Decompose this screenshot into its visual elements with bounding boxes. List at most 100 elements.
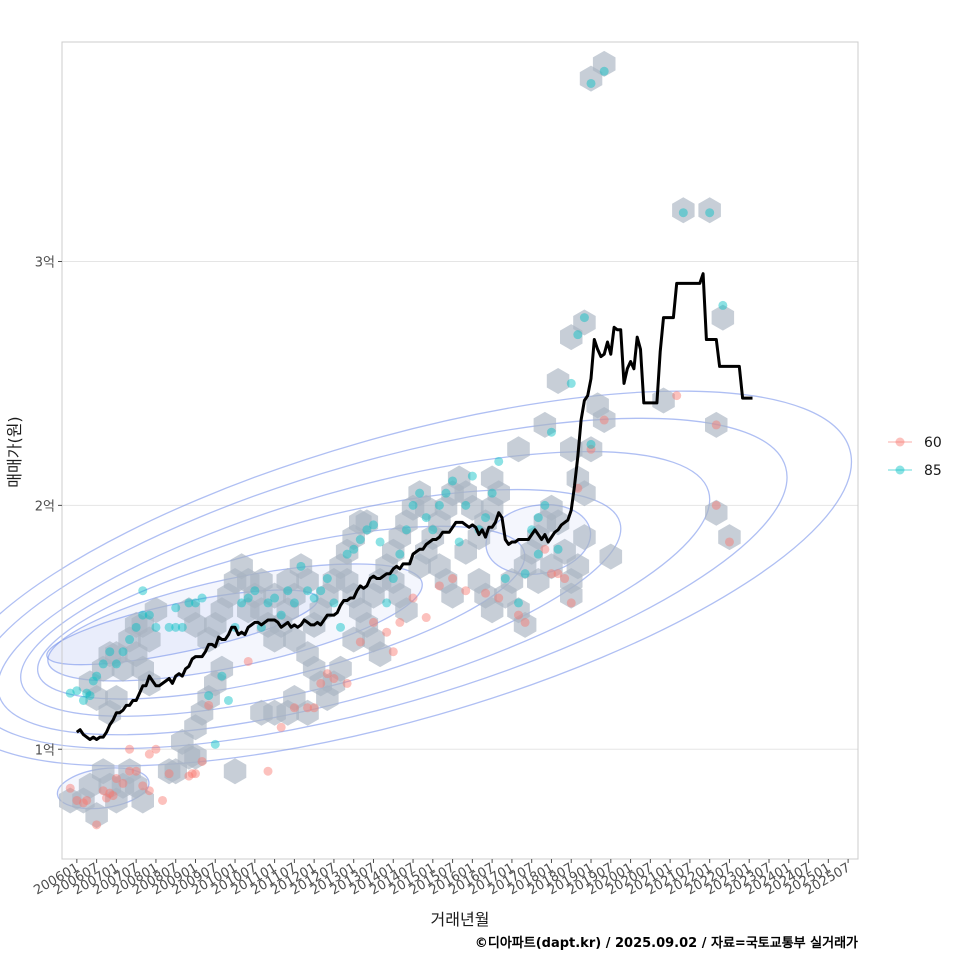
point-85-82 (586, 78, 596, 88)
hexbin-117 (480, 465, 504, 492)
point-60-59 (711, 500, 721, 510)
point-60-16 (144, 749, 154, 759)
hexbin-3 (85, 802, 108, 829)
hexbin-21 (144, 597, 168, 624)
x-axis-title: 거래년월 (431, 910, 490, 929)
point-60-55 (586, 444, 596, 454)
hexbin-26 (105, 685, 128, 711)
point-85-70 (514, 598, 524, 608)
point-85-25 (210, 739, 220, 749)
point-85-39 (303, 586, 313, 596)
hexbin-153 (672, 197, 695, 224)
point-60-24 (204, 700, 214, 710)
point-85-14 (138, 586, 148, 596)
point-85-6 (92, 671, 102, 681)
point-60-33 (329, 674, 339, 684)
point-85-67 (487, 488, 497, 498)
point-85-52 (388, 574, 398, 584)
point-60-27 (276, 722, 286, 732)
point-85-83 (599, 66, 609, 76)
point-85-7 (98, 659, 108, 669)
point-85-16 (151, 622, 161, 632)
point-85-80 (586, 439, 596, 449)
point-85-69 (500, 574, 510, 584)
point-85-26 (217, 671, 227, 681)
contour-6 (0, 390, 853, 767)
point-60-53 (566, 598, 576, 608)
hexbin-86 (368, 641, 392, 668)
point-60-49 (540, 544, 550, 554)
point-60-43 (448, 574, 458, 584)
point-85-46 (349, 544, 359, 554)
point-85-18 (171, 622, 181, 632)
point-85-34 (270, 593, 280, 603)
point-60-38 (388, 647, 398, 657)
legend: 60 85 (888, 435, 942, 479)
hexbin-143 (573, 480, 596, 507)
hexbin-155 (705, 411, 728, 438)
point-60-51 (553, 569, 563, 579)
point-85-75 (546, 427, 556, 437)
point-60-26 (263, 766, 273, 776)
point-60-23 (197, 756, 207, 766)
point-60-9 (111, 774, 121, 784)
point-85-33 (263, 598, 273, 608)
point-85-54 (401, 525, 411, 535)
point-85-9 (111, 659, 121, 669)
hexbin-135 (560, 582, 583, 609)
hexbin-158 (718, 524, 741, 551)
point-60-47 (514, 610, 524, 620)
point-85-53 (395, 549, 405, 559)
hexbin-10 (131, 787, 154, 814)
point-60-30 (309, 703, 319, 713)
point-85-21 (184, 598, 194, 608)
hexbin-154 (698, 197, 721, 224)
point-85-48 (362, 525, 372, 535)
point-85-63 (461, 500, 471, 510)
hexbin-65 (329, 655, 352, 682)
point-60-10 (118, 778, 128, 788)
point-85-13 (138, 610, 148, 620)
point-60-40 (408, 593, 418, 603)
point-60-2 (78, 798, 88, 808)
point-60-29 (303, 703, 313, 713)
point-85-84 (678, 208, 688, 218)
point-85-74 (540, 500, 550, 510)
point-85-31 (250, 586, 260, 596)
y-tick-label-2: 3억 (35, 255, 55, 270)
hexbin-146 (579, 436, 603, 463)
point-85-81 (533, 549, 543, 559)
hexbin-157 (705, 499, 728, 526)
point-60-18 (158, 795, 168, 805)
point-85-0 (65, 688, 75, 698)
point-60-60 (724, 537, 734, 547)
point-85-64 (467, 471, 477, 481)
point-60-37 (382, 627, 392, 637)
point-85-20 (177, 622, 187, 632)
hexbin-136 (566, 553, 590, 580)
hexbin-151 (592, 50, 616, 77)
hexbin-148 (592, 407, 616, 433)
point-85-8 (105, 647, 115, 657)
hexbin-36 (210, 655, 234, 682)
hexbin-80 (355, 509, 379, 536)
point-60-32 (322, 669, 332, 679)
point-85-27 (223, 695, 233, 705)
hexbin-145 (573, 309, 596, 336)
point-60-34 (342, 678, 352, 688)
point-85-36 (283, 586, 293, 596)
point-60-35 (355, 637, 365, 647)
median-line-layer (75, 272, 753, 741)
legend-key-85-dot (895, 465, 905, 475)
point-60-11 (125, 766, 135, 776)
point-85-35 (276, 610, 286, 620)
point-85-43 (329, 598, 339, 608)
point-60-8 (108, 791, 118, 801)
hexbin-137 (573, 524, 596, 551)
point-85-37 (289, 598, 299, 608)
hexbin-53 (237, 597, 260, 624)
point-85-59 (434, 500, 444, 510)
point-60-3 (82, 795, 92, 805)
